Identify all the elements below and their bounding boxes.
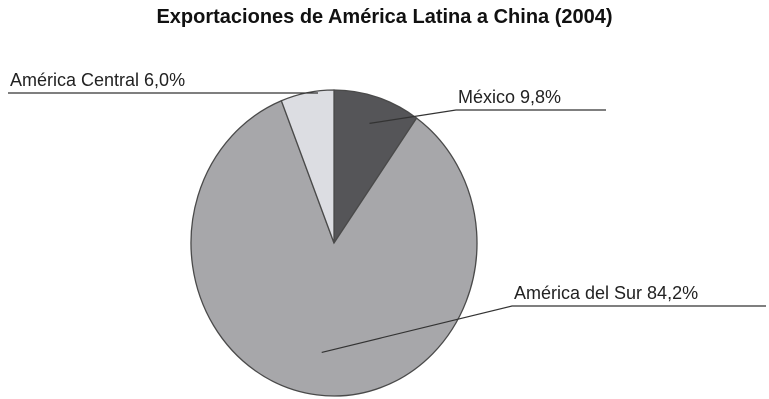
slice-labels: México 9,8% América del Sur 84,2% América …	[10, 70, 698, 303]
pie-slices	[190, 89, 478, 397]
label-mexico: México 9,8%	[458, 87, 561, 107]
leader-america-del-sur	[321, 305, 766, 353]
leader-lines	[8, 92, 766, 353]
label-america-del-sur: América del Sur 84,2%	[514, 283, 698, 303]
slice-america-del-sur	[190, 99, 478, 397]
chart-title: Exportaciones de América Latina a China …	[156, 6, 613, 28]
label-america-central: América Central 6,0%	[10, 70, 185, 90]
leader-mexico	[369, 109, 606, 124]
